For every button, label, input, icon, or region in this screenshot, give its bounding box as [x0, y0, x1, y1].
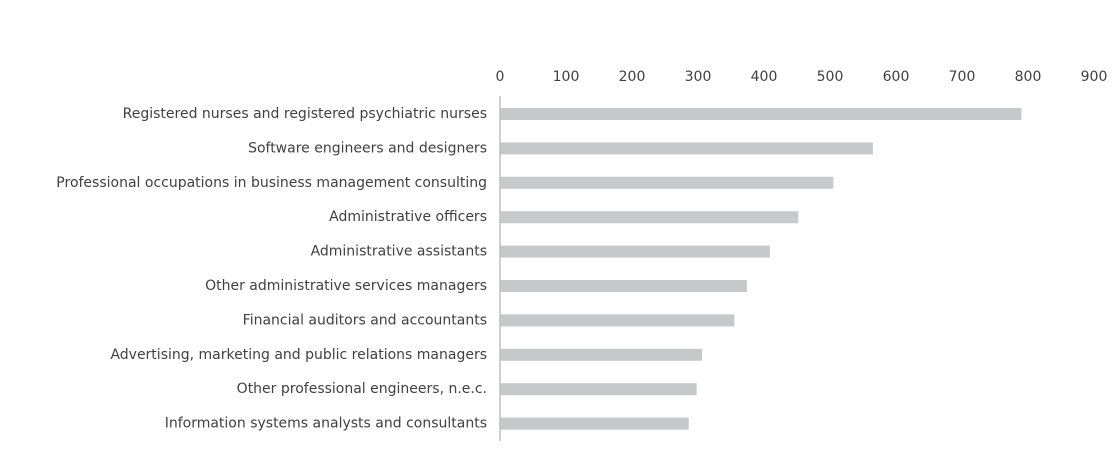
x-tick-label: 600 — [883, 69, 910, 85]
x-tick-label: 200 — [619, 69, 646, 85]
category-label: Financial auditors and accountants — [243, 312, 487, 328]
category-label: Administrative assistants — [311, 244, 487, 260]
x-tick-label: 100 — [553, 69, 580, 85]
bar — [500, 245, 770, 258]
bar — [500, 211, 799, 224]
bar — [500, 314, 735, 327]
x-tick-label: 700 — [949, 69, 976, 85]
x-tick-label: 500 — [817, 69, 844, 85]
bar — [500, 348, 702, 361]
category-labels: Registered nurses and registered psychia… — [56, 106, 487, 432]
bar — [500, 383, 697, 396]
category-label: Registered nurses and registered psychia… — [123, 106, 487, 122]
bar — [500, 417, 689, 430]
category-label: Administrative officers — [329, 209, 487, 225]
bars — [500, 108, 1022, 430]
x-axis-ticks: 0 100 200 300 400 500 600 700 800 900 — [496, 69, 1108, 85]
category-label: Information systems analysts and consult… — [165, 416, 487, 432]
category-label: Other administrative services managers — [205, 278, 487, 294]
category-label: Software engineers and designers — [248, 140, 487, 156]
category-label: Advertising, marketing and public relati… — [110, 347, 487, 363]
category-label: Professional occupations in business man… — [56, 175, 487, 191]
x-tick-label: 800 — [1015, 69, 1042, 85]
bar — [500, 142, 873, 155]
bar — [500, 176, 834, 189]
bar — [500, 108, 1022, 120]
x-tick-label: 300 — [685, 69, 712, 85]
x-tick-label: 900 — [1081, 69, 1108, 85]
x-tick-label: 400 — [751, 69, 778, 85]
bar — [500, 280, 747, 292]
category-label: Other professional engineers, n.e.c. — [237, 381, 487, 397]
x-tick-label: 0 — [496, 69, 505, 85]
